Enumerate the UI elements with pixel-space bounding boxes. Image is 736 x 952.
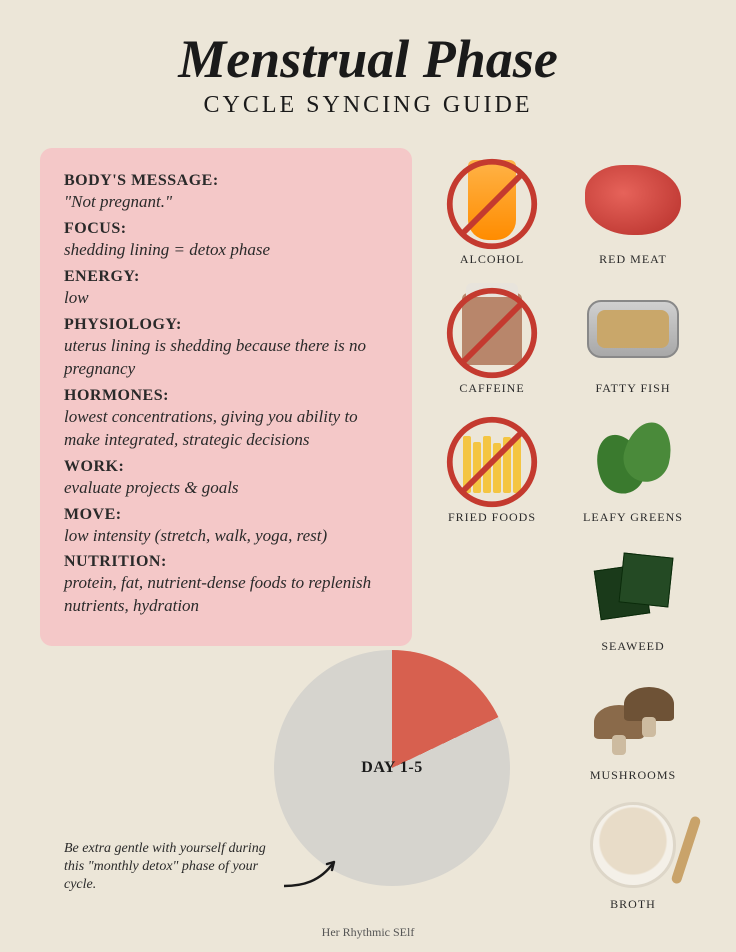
avoid-foods-column: ALCOHOL CAFFEINE FRIED FOODS (432, 152, 552, 539)
section-body: low intensity (stretch, walk, yoga, rest… (64, 525, 388, 548)
section-label: HORMONES: (64, 387, 388, 405)
page-title: Menstrual Phase (0, 0, 736, 90)
section-body: "Not pregnant." (64, 191, 388, 214)
food-image (440, 410, 544, 506)
food-label: FRIED FOODS (432, 510, 552, 525)
food-image (581, 281, 685, 377)
section-body: low (64, 287, 388, 310)
footer-credit: Her Rhythmic SElf (0, 925, 736, 940)
section-label: NUTRITION: (64, 553, 388, 571)
eat-food-item: MUSHROOMS (568, 668, 698, 783)
food-label: BROTH (568, 897, 698, 912)
section-label: WORK: (64, 458, 388, 476)
section-label: PHYSIOLOGY: (64, 316, 388, 334)
section-label: FOCUS: (64, 220, 388, 238)
food-label: MUSHROOMS (568, 768, 698, 783)
food-image (581, 797, 685, 893)
page-subtitle: CYCLE SYNCING GUIDE (0, 92, 736, 119)
eat-food-item: RED MEAT (568, 152, 698, 267)
section-body: uterus lining is shedding because there … (64, 335, 388, 381)
food-label: CAFFEINE (432, 381, 552, 396)
section-body: protein, fat, nutrient-dense foods to re… (64, 572, 388, 618)
section-body: shedding lining = detox phase (64, 239, 388, 262)
eat-food-item: SEAWEED (568, 539, 698, 654)
avoid-food-item: ALCOHOL (432, 152, 552, 267)
food-label: FATTY FISH (568, 381, 698, 396)
food-image (581, 152, 685, 248)
eat-food-item: FATTY FISH (568, 281, 698, 396)
eat-food-item: BROTH (568, 797, 698, 912)
food-label: ALCOHOL (432, 252, 552, 267)
food-image (440, 281, 544, 377)
cycle-pie-chart: DAY 1-5 (274, 650, 510, 886)
pie-label: DAY 1-5 (361, 759, 422, 777)
tip-text: Be extra gentle with yourself during thi… (64, 840, 284, 895)
food-image (581, 668, 685, 764)
eat-foods-column: RED MEAT FATTY FISH LEAFY GREENS SEAWEED MUS… (568, 152, 698, 926)
section-body: lowest concentrations, giving you abilit… (64, 406, 388, 452)
arrow-icon (280, 852, 350, 892)
section-label: MOVE: (64, 506, 388, 524)
section-label: ENERGY: (64, 268, 388, 286)
food-image (581, 410, 685, 506)
section-body: evaluate projects & goals (64, 477, 388, 500)
food-label: RED MEAT (568, 252, 698, 267)
eat-food-item: LEAFY GREENS (568, 410, 698, 525)
info-card: BODY'S MESSAGE:"Not pregnant." FOCUS:shed… (40, 148, 412, 646)
food-image (440, 152, 544, 248)
food-label: LEAFY GREENS (568, 510, 698, 525)
section-label: BODY'S MESSAGE: (64, 172, 388, 190)
avoid-food-item: FRIED FOODS (432, 410, 552, 525)
avoid-food-item: CAFFEINE (432, 281, 552, 396)
food-label: SEAWEED (568, 639, 698, 654)
food-image (581, 539, 685, 635)
